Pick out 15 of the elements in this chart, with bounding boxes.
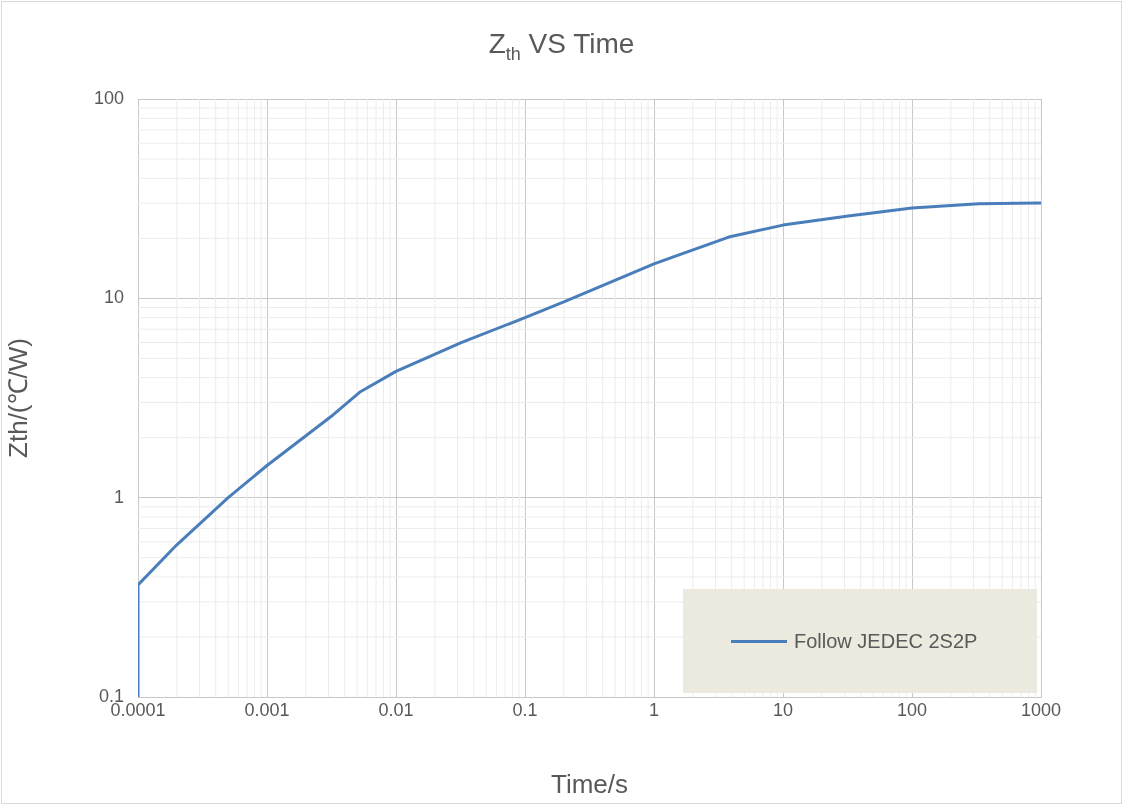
x-tick-label: 0.001	[244, 699, 290, 720]
legend-label: Follow JEDEC 2S2P	[794, 629, 978, 653]
x-tick-label: 100	[896, 699, 928, 720]
legend-panel: Follow JEDEC 2S2P	[683, 589, 1037, 693]
x-tick-label: 1	[648, 699, 660, 720]
x-tick-label: 0.1	[512, 699, 538, 720]
y-tick-label: 1	[113, 486, 124, 507]
y-tick-label: 100	[93, 87, 124, 108]
y-axis-title: Zth/(℃/W)	[2, 338, 33, 458]
x-tick-label: 0.01	[378, 699, 414, 720]
x-tick-label: 10	[772, 699, 794, 720]
x-tick-label: 1000	[1020, 699, 1062, 720]
chart-title: Z$_{th}$ VS Time	[487, 28, 636, 65]
y-tick-label: 10	[103, 287, 124, 308]
x-axis-title: Time/s	[550, 768, 629, 799]
